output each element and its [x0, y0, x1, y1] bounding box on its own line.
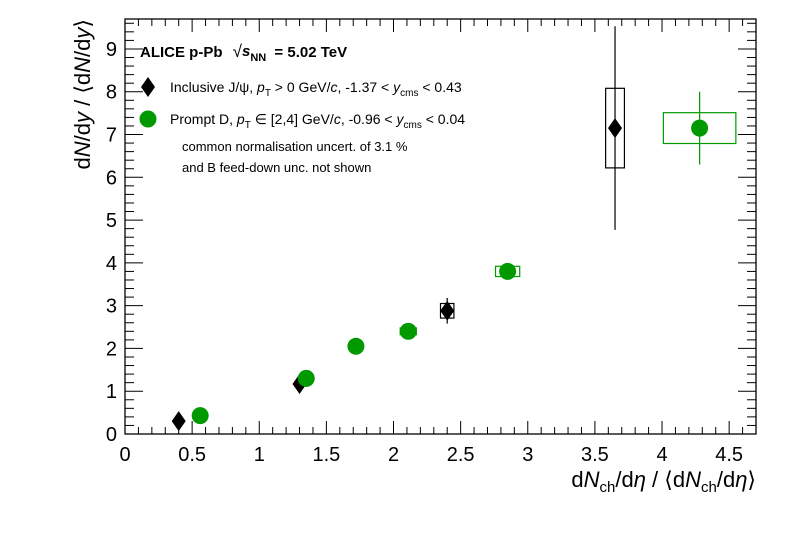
legend: ALICE p-Pb √sNN = 5.02 TeV Inclusive J/ψ… — [139, 42, 465, 175]
annotation-normalisation: common normalisation uncert. of 3.1 % — [182, 139, 408, 154]
x-axis-title: dNch/dη / ⟨dNch/dη⟩ — [571, 467, 756, 496]
x-tick-label: 0 — [119, 444, 130, 466]
x-tick-label: 1.5 — [312, 444, 340, 466]
y-tick-label: 1 — [106, 381, 117, 403]
x-axis: 0 0.5 1 1.5 2 2.5 3 3.5 4 4.5 — [119, 19, 757, 466]
y-tick-label: 3 — [106, 296, 117, 318]
y-tick-label: 0 — [106, 424, 117, 446]
data-point — [691, 119, 709, 137]
y-tick-label: 6 — [106, 167, 117, 189]
x-tick-label: 2.5 — [447, 444, 475, 466]
series-layer — [171, 26, 737, 432]
y-tick-label: 9 — [106, 39, 117, 61]
y-tick-label: 4 — [106, 253, 117, 275]
legend-label-jpsi: Inclusive J/ψ, pT > 0 GeV/c, -1.37 < ycm… — [170, 79, 462, 99]
y-tick-label: 7 — [106, 125, 117, 147]
y-axis: 0 1 2 3 4 5 6 7 8 9 — [106, 22, 756, 446]
plot-frame — [124, 18, 757, 435]
data-point — [191, 407, 209, 425]
data-point — [608, 118, 623, 139]
data-point — [347, 337, 365, 355]
x-tick-label: 4 — [656, 444, 667, 466]
legend-marker-circle — [139, 110, 157, 128]
x-tick-label: 4.5 — [715, 444, 743, 466]
annotation-feed-down: and B feed-down unc. not shown — [182, 160, 371, 175]
x-tick-label: 3 — [522, 444, 533, 466]
data-point — [171, 411, 186, 432]
series-prompt-d — [191, 91, 737, 425]
data-point — [399, 322, 417, 340]
x-tick-label: 0.5 — [178, 444, 206, 466]
data-point — [440, 300, 455, 321]
y-tick-label: 2 — [106, 338, 117, 360]
data-point — [499, 262, 517, 280]
x-tick-label: 3.5 — [581, 444, 609, 466]
data-point — [297, 369, 315, 387]
x-tick-label: 2 — [388, 444, 399, 466]
x-tick-label: 1 — [254, 444, 265, 466]
legend-marker-diamond — [141, 77, 155, 97]
y-tick-label: 5 — [106, 210, 117, 232]
y-tick-label: 8 — [106, 82, 117, 104]
y-axis-title: dN/dy / ⟨dN/dy⟩ — [70, 19, 95, 170]
legend-title: ALICE p-Pb √sNN = 5.02 TeV — [140, 42, 347, 65]
legend-label-prompt-d: Prompt D, pT ∈ [2,4] GeV/c, -0.96 < ycms… — [170, 111, 465, 131]
